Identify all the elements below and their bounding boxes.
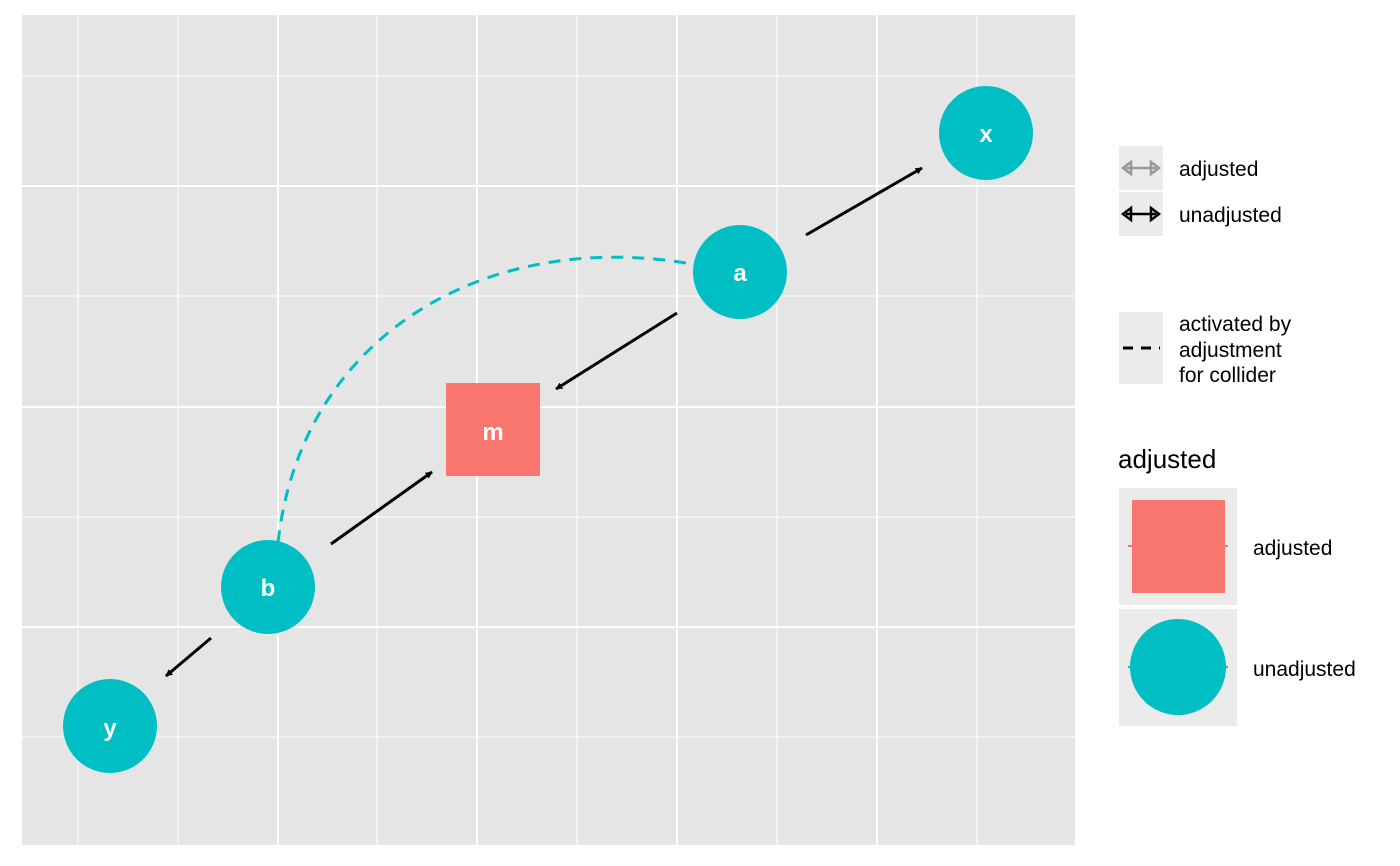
node-x: x (939, 86, 1033, 180)
node-m-label: m (482, 419, 503, 446)
legend-dashed-line1: activated by (1179, 313, 1292, 336)
minor-gridlines (22, 15, 1075, 845)
node-m: m (446, 383, 540, 476)
node-a: a (693, 225, 787, 319)
double-arrow-gray-icon (1120, 159, 1162, 177)
legend-label-adjusted-edge: adjusted (1179, 158, 1258, 181)
legend-label-unadjusted-edge: unadjusted (1179, 204, 1282, 227)
node-a-shape (693, 225, 787, 319)
square-icon (1132, 500, 1225, 593)
legend-dashed-line2: adjustment (1179, 339, 1282, 362)
plot-panel (22, 15, 1075, 845)
edge-b-to-m (330, 470, 433, 546)
dashed-edge-a-b (276, 255, 687, 544)
legend-fill: adjusted adjusted unadjusted (1118, 444, 1356, 726)
edge-a-to-x (805, 166, 923, 237)
node-b: b (221, 540, 315, 634)
legend-dashed-line3: for collider (1179, 364, 1276, 387)
node-m-shape (446, 383, 540, 476)
node-b-label: b (261, 575, 276, 602)
legend-label-adjusted-fill: adjusted (1253, 537, 1332, 560)
node-x-shape (939, 86, 1033, 180)
circle-icon (1130, 619, 1226, 715)
edge-b-to-y (165, 636, 212, 678)
edge-a-to-m (555, 311, 678, 391)
node-y-label: y (103, 715, 117, 742)
node-y-shape (63, 679, 157, 773)
edges (165, 166, 923, 678)
legend-label-unadjusted-fill: unadjusted (1253, 658, 1356, 681)
node-x-label: x (979, 121, 993, 148)
legend-edge-keys: adjusted unadjusted (1119, 146, 1282, 236)
node-b-shape (221, 540, 315, 634)
node-a-label: a (733, 260, 747, 287)
node-y: y (63, 679, 157, 773)
legend-fill-title: adjusted (1118, 444, 1216, 474)
double-arrow-black-icon (1120, 205, 1162, 223)
nodes: x a m b y (63, 86, 1033, 773)
panel-background (22, 15, 1075, 845)
legend-dashed-key: activated by adjustment for collider (1119, 312, 1292, 387)
